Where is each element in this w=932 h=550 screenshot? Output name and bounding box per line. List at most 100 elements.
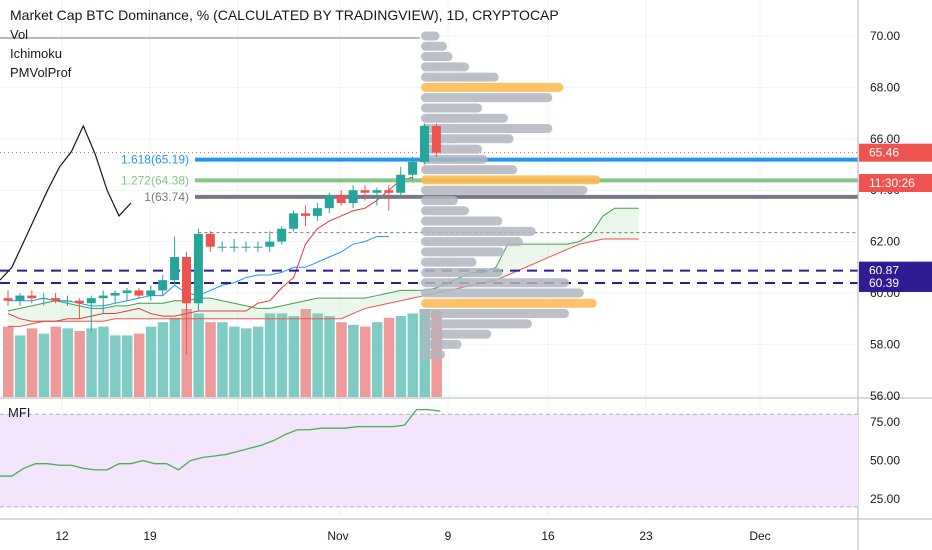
candle-body xyxy=(312,208,322,216)
volume-profile-row xyxy=(421,72,499,82)
volume-profile-row xyxy=(421,134,514,144)
volume-bar xyxy=(300,309,311,397)
candle-body xyxy=(396,174,406,193)
y-tick-label: 66.00 xyxy=(870,132,900,146)
candle-body xyxy=(3,298,13,301)
candle-body xyxy=(27,295,37,299)
volume-profile-row xyxy=(421,113,508,123)
last-price-tag-bg xyxy=(859,143,932,162)
candle-body xyxy=(324,195,334,209)
candle-body xyxy=(217,246,227,248)
ichimoku-span-a xyxy=(7,207,639,312)
ichimoku-chikou xyxy=(0,124,132,281)
x-tick-label: Nov xyxy=(327,529,348,543)
volume-profile-row xyxy=(421,41,447,51)
volume-bar xyxy=(169,317,181,397)
volume-bar xyxy=(324,316,335,397)
candle-body xyxy=(348,190,358,204)
volume-profile-row xyxy=(421,165,518,175)
chart-title[interactable]: Market Cap BTC Dominance, % (CALCULATED … xyxy=(10,7,559,23)
volume-bar xyxy=(383,317,395,397)
indicator-ichimoku[interactable]: Ichimoku xyxy=(10,46,63,61)
volume-bar xyxy=(205,322,216,397)
mfi-tick-label: 50.00 xyxy=(870,454,900,468)
volume-profile-row-highlight xyxy=(421,175,601,185)
last-price-tag: 65.46 xyxy=(869,146,899,160)
x-tick-label: 12 xyxy=(55,529,69,543)
volume-profile-row xyxy=(421,52,453,62)
volume-bar xyxy=(50,326,62,397)
volume-bar xyxy=(264,313,276,397)
mfi-label[interactable]: MFI xyxy=(8,405,31,420)
volume-bar xyxy=(145,326,157,397)
candle-body xyxy=(241,246,251,248)
candle-body xyxy=(134,290,144,296)
volume-bar xyxy=(26,328,38,397)
x-tick-label: Dec xyxy=(749,529,770,543)
indicator-vol[interactable]: Vol xyxy=(10,27,29,42)
chart-legend: Market Cap BTC Dominance, % (CALCULATED … xyxy=(10,6,559,82)
x-tick-label: 23 xyxy=(639,529,653,543)
candle-body xyxy=(336,195,346,204)
volume-bar xyxy=(312,313,323,397)
candle-body xyxy=(277,228,287,242)
candle-body xyxy=(253,246,263,248)
volume-bar xyxy=(14,335,26,397)
candle-body xyxy=(431,125,441,153)
y-tick-label: 58.00 xyxy=(870,337,900,351)
volume-bar xyxy=(193,313,204,397)
volume-profile-row xyxy=(421,31,440,41)
volume-bar xyxy=(62,328,73,397)
volume-bar xyxy=(110,335,121,397)
candle-body xyxy=(265,241,275,247)
volume-profile-row xyxy=(421,93,553,103)
volume-profile-row xyxy=(421,278,569,288)
volume-profile-row xyxy=(421,124,553,134)
y-tick-label: 56.00 xyxy=(870,389,900,403)
indicator-pmvolprof[interactable]: PMVolProf xyxy=(10,65,72,80)
countdown-tag: 11:30:26 xyxy=(869,176,915,190)
ichimoku-cloud xyxy=(8,208,639,327)
candle-body xyxy=(15,295,25,301)
volume-profile-row xyxy=(421,319,532,329)
volume-bar xyxy=(133,333,145,397)
candle-body xyxy=(63,300,72,302)
volume-profile-row xyxy=(421,288,584,298)
candle-body xyxy=(110,293,120,296)
candle-body xyxy=(86,298,96,304)
candle-body xyxy=(289,213,299,229)
countdown-tag-bg xyxy=(859,174,932,193)
volume-bar xyxy=(98,326,109,397)
y-tick-label: 70.00 xyxy=(870,29,900,43)
candle-body xyxy=(51,298,61,301)
fib-label: 1(63.74) xyxy=(144,190,189,204)
y-tick-label: 68.00 xyxy=(870,80,900,94)
volume-profile-row xyxy=(421,144,483,154)
candle-body xyxy=(372,190,382,193)
candle-body xyxy=(408,161,418,175)
candle-body xyxy=(158,280,168,291)
volume-bar xyxy=(360,326,371,397)
fib-label: 1.618(65.19) xyxy=(121,153,189,167)
volume-bar xyxy=(157,322,169,397)
mfi-line xyxy=(0,408,441,477)
candle-body xyxy=(193,233,203,304)
candle-body xyxy=(39,298,49,300)
dashed-level-tag: 60.39 xyxy=(869,276,899,290)
volume-profile-row xyxy=(421,62,470,72)
volume-bar xyxy=(407,313,419,397)
volume-bar xyxy=(336,322,347,397)
volume-bar xyxy=(3,326,14,397)
volume-bar xyxy=(86,328,97,397)
volume-profile-row xyxy=(421,329,492,339)
volume-bar xyxy=(217,322,228,397)
candle-body xyxy=(74,300,84,304)
volume-profile-row xyxy=(421,237,523,247)
volume-profile-row-highlight xyxy=(421,298,597,308)
volume-profile-row xyxy=(421,206,470,216)
volume-bar xyxy=(252,326,264,397)
mfi-band-fill xyxy=(0,414,858,507)
volume-profile-row xyxy=(421,350,446,360)
